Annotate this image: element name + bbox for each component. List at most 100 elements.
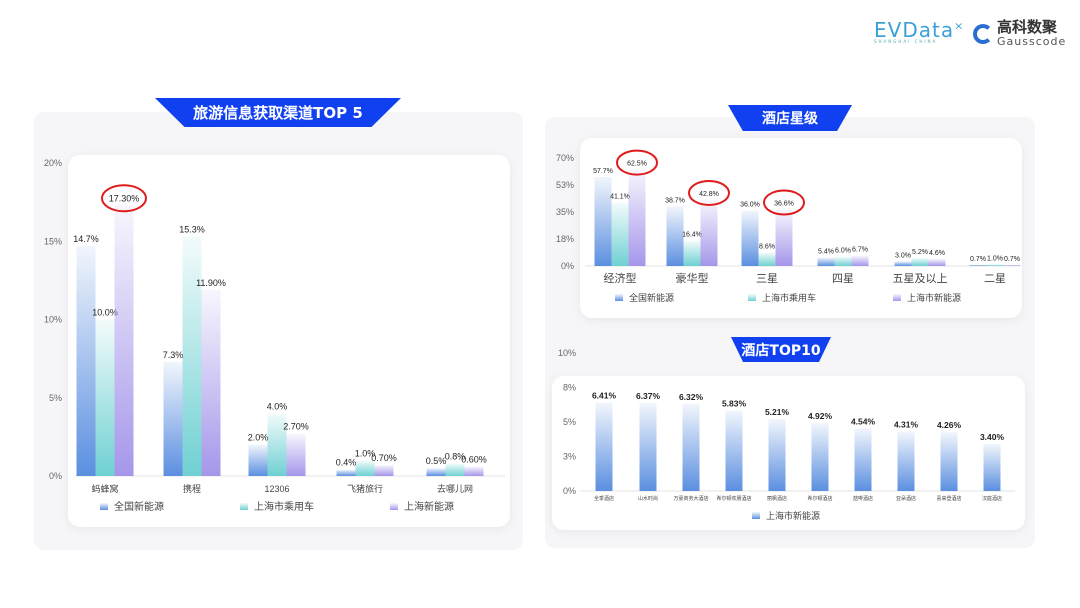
y-tick-label: 3%: [563, 452, 576, 462]
data-label: 2.70%: [283, 422, 309, 432]
bar: [336, 469, 356, 476]
data-label: 11.90%: [196, 278, 226, 288]
star-chart: 0% 18% 35% 53% 70% 57.7% 38.7% 36.0% 5.4% 3.0% 0.7…: [556, 149, 1021, 303]
bar: [817, 257, 835, 266]
data-label: 8.6%: [759, 244, 775, 251]
x-tick-label: 汉庭酒店: [982, 495, 1002, 502]
data-label: 62.5%: [627, 161, 647, 168]
data-label: 1.0%: [987, 255, 1003, 262]
data-label: 5.21%: [765, 407, 790, 417]
legend-item: 上海市乘用车: [762, 292, 816, 303]
channels-title: 旅游信息获取渠道TOP 5: [155, 98, 401, 127]
legend-swatch: [390, 503, 398, 510]
y-tick-label: 15%: [44, 236, 62, 246]
highlight-circle: [763, 189, 805, 216]
data-label: 6.41%: [592, 391, 617, 401]
y-tick-label: 35%: [556, 207, 574, 217]
x-tick-label: 12306: [264, 484, 289, 494]
x-tick-label: 四星: [832, 272, 854, 285]
bar: [986, 264, 1004, 266]
data-label: 5.83%: [722, 399, 747, 409]
y-tick-label: 10%: [558, 348, 576, 358]
y-tick-label: 20%: [44, 158, 62, 168]
bar: [628, 169, 646, 266]
y-tick-label: 0%: [563, 486, 576, 496]
x-tick-label: 喜来登酒店: [936, 495, 961, 502]
bar: [248, 444, 268, 476]
legend-item: 上海市乘用车: [254, 500, 314, 513]
y-tick-label: 10%: [44, 315, 62, 325]
bar: [114, 205, 134, 476]
bar: [355, 460, 375, 476]
x-tick-label: 山水时尚: [638, 495, 658, 502]
data-label: 6.32%: [679, 392, 704, 402]
x-tick-label: 经济型: [604, 271, 637, 285]
x-tick-label: 丽枫酒店: [767, 495, 787, 502]
y-tick-label: 53%: [556, 180, 574, 190]
x-tick-label: 豪华型: [676, 271, 709, 285]
data-label: 4.26%: [937, 420, 962, 430]
data-label: 4.31%: [894, 420, 919, 430]
bar: [595, 402, 613, 491]
bar: [741, 210, 759, 266]
x-tick-label: 二星: [984, 272, 1006, 285]
bar: [76, 245, 96, 476]
x-tick-label: 希尔顿酒店: [807, 495, 832, 502]
bar: [700, 199, 718, 266]
data-label: 57.7%: [593, 168, 613, 175]
bar: [758, 252, 776, 266]
bar: [267, 413, 287, 476]
x-tick-label: 携程: [183, 483, 201, 494]
legend-item: 全国新能源: [114, 500, 164, 513]
x-tick-label: 全季酒店: [594, 495, 614, 502]
bar: [897, 431, 915, 491]
x-tick-label: 飞猪旅行: [347, 483, 383, 494]
bar: [594, 176, 612, 266]
data-label: 4.6%: [929, 250, 945, 257]
legend-item: 上海新能源: [404, 500, 454, 513]
x-tick-label: 三星: [756, 272, 778, 285]
bar: [854, 428, 872, 491]
bar: [95, 319, 115, 476]
bar: [682, 403, 700, 491]
bar: [969, 264, 987, 266]
bar: [811, 423, 829, 491]
bar: [639, 403, 657, 491]
bar: [182, 236, 202, 476]
legend-swatch: [240, 503, 248, 510]
bar: [725, 410, 743, 491]
data-label: 5.4%: [818, 249, 834, 256]
evdata-logo: EVData× SHANGHAI CHINA: [874, 18, 965, 44]
bar: [768, 419, 786, 491]
bar: [286, 433, 306, 476]
data-label: 0.70%: [371, 453, 397, 463]
x-tick-label: 万豪商务大酒店: [673, 495, 708, 502]
data-label: 42.8%: [699, 191, 719, 198]
data-label: 15.3%: [179, 225, 205, 235]
data-label: 16.4%: [682, 232, 702, 239]
data-label: 0.7%: [970, 256, 986, 263]
x-tick-label: 蚂蜂窝: [91, 483, 118, 494]
legend-item: 上海市新能源: [766, 510, 820, 521]
data-label: 2.0%: [248, 433, 269, 443]
channels-chart: 0% 5% 10% 15% 20% 14.7% 7.3% 2.0% 0.4% 0.5% 10.0% 1…: [44, 158, 505, 513]
data-label: 0.5%: [426, 456, 447, 466]
bar: [666, 206, 684, 266]
data-label: 5.2%: [912, 249, 928, 256]
highlight-circle: [688, 179, 730, 206]
legend-swatch: [748, 294, 756, 301]
x-tick-label: 去哪儿网: [437, 483, 473, 494]
data-label: 4.0%: [267, 401, 288, 411]
y-tick-label: 0%: [561, 261, 574, 271]
data-label: 41.1%: [610, 194, 630, 201]
bar: [775, 209, 793, 266]
bar: [163, 361, 183, 476]
bar: [834, 256, 852, 266]
data-label: 3.0%: [895, 252, 911, 259]
y-tick-label: 8%: [563, 383, 576, 393]
data-label: 0.8%: [445, 451, 466, 461]
x-tick-label: 亚朵酒店: [896, 495, 916, 502]
bar: [683, 240, 701, 266]
bar: [940, 432, 958, 491]
